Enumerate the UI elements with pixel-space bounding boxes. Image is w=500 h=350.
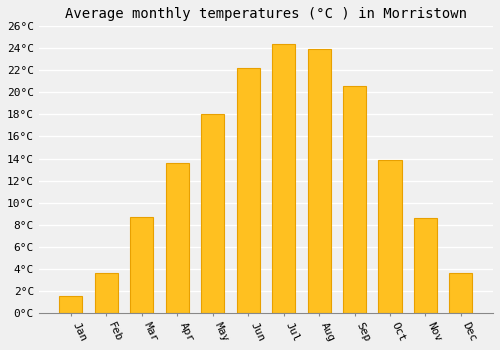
Bar: [450, 273, 472, 313]
Bar: [236, 68, 260, 313]
Bar: [201, 114, 224, 313]
Bar: [166, 163, 189, 313]
Title: Average monthly temperatures (°C ) in Morristown: Average monthly temperatures (°C ) in Mo…: [65, 7, 467, 21]
Bar: [343, 86, 366, 313]
Bar: [272, 44, 295, 313]
Bar: [130, 217, 154, 313]
Bar: [308, 49, 330, 313]
Bar: [60, 296, 82, 313]
Bar: [414, 218, 437, 313]
Bar: [378, 160, 402, 313]
Bar: [95, 273, 118, 313]
